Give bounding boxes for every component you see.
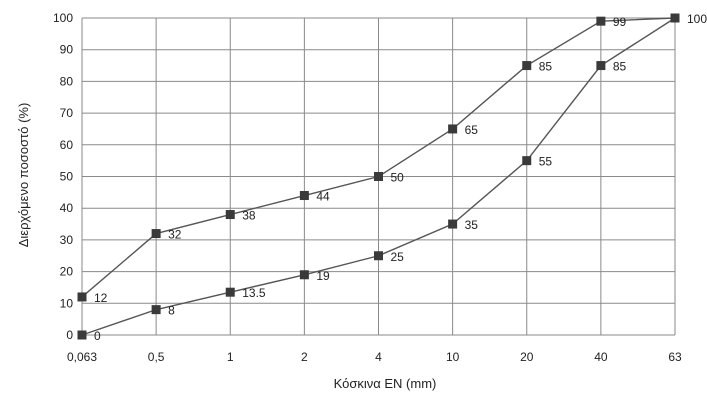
data-point	[596, 16, 606, 26]
y-tick-label: 50	[60, 170, 74, 184]
data-label: 19	[316, 269, 330, 283]
data-label: 38	[242, 209, 256, 223]
x-axis-title: Κόσκινα EN (mm)	[334, 376, 437, 391]
y-tick-label: 20	[60, 265, 74, 279]
data-point	[596, 61, 606, 71]
data-point	[374, 251, 383, 261]
data-point	[374, 172, 383, 181]
data-label: 0	[94, 329, 101, 343]
data-point	[151, 229, 161, 239]
data-point	[448, 124, 458, 134]
x-tick-label: 20	[520, 350, 534, 364]
data-label: 13.5	[242, 286, 266, 300]
data-point	[299, 270, 309, 280]
y-tick-label: 0	[66, 328, 73, 342]
data-label: 25	[391, 250, 405, 264]
y-tick-label: 60	[60, 138, 74, 152]
x-tick-label: 40	[594, 350, 608, 364]
data-point	[77, 292, 87, 302]
data-label: 99	[613, 15, 627, 29]
data-label: 85	[539, 60, 553, 74]
data-point	[151, 305, 161, 315]
series: 12 32 38 44 50 65 85 99 100 0 8 13.5 19 25 35 55 85	[77, 12, 707, 343]
data-label: 50	[391, 171, 405, 185]
data-label: 44	[316, 190, 330, 204]
data-label: 85	[613, 60, 627, 74]
x-axis-ticks: 0,063 0,5 1 2 4 10 20 40 63	[67, 350, 682, 364]
data-label: 100	[687, 12, 707, 26]
x-tick-label: 10	[446, 350, 460, 364]
y-tick-label: 100	[53, 11, 73, 25]
data-point	[77, 330, 87, 340]
y-tick-label: 70	[60, 106, 74, 120]
y-axis-title: Διερχόμενο ποσοστό (%)	[16, 103, 31, 248]
y-tick-label: 30	[60, 233, 74, 247]
data-point	[670, 13, 680, 23]
y-tick-label: 10	[60, 296, 74, 310]
data-point	[522, 156, 532, 166]
y-tick-label: 80	[60, 74, 74, 88]
y-tick-label: 40	[60, 201, 74, 215]
x-tick-label: 2	[301, 350, 308, 364]
data-point	[225, 210, 235, 220]
x-tick-label: 0,063	[67, 350, 97, 364]
y-axis-ticks: 0 10 20 30 40 50 60 70 80 90 100	[53, 11, 73, 342]
data-label: 35	[465, 218, 479, 232]
data-point	[225, 287, 235, 297]
x-tick-label: 0,5	[148, 350, 165, 364]
data-point	[448, 219, 458, 229]
x-tick-label: 4	[375, 350, 382, 364]
data-point	[299, 191, 309, 201]
data-label: 55	[539, 155, 553, 169]
x-tick-label: 1	[227, 350, 234, 364]
data-label: 32	[168, 228, 182, 242]
y-tick-label: 90	[60, 43, 74, 57]
data-point	[522, 61, 532, 71]
data-label: 12	[94, 291, 108, 305]
data-label: 8	[168, 304, 175, 318]
x-tick-label: 63	[668, 350, 682, 364]
data-label: 65	[465, 123, 479, 137]
